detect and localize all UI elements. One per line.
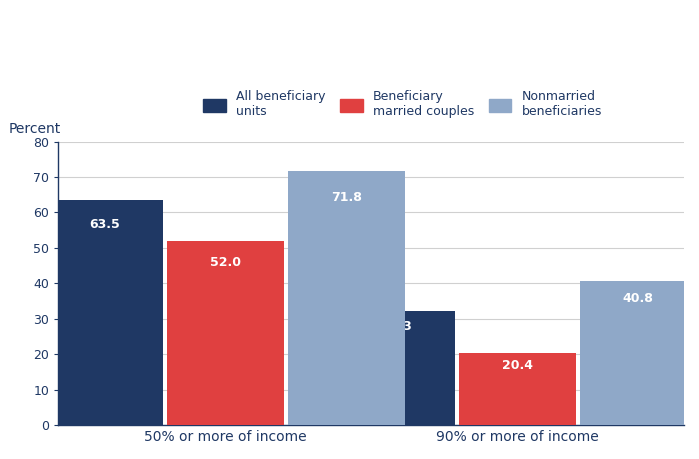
Text: 71.8: 71.8 xyxy=(331,191,361,204)
Bar xyxy=(338,311,454,425)
Bar xyxy=(46,200,163,425)
Text: 40.8: 40.8 xyxy=(623,292,654,305)
Bar xyxy=(459,353,575,425)
Text: 63.5: 63.5 xyxy=(89,218,120,231)
Legend: All beneficiary
units, Beneficiary
married couples, Nonmarried
beneficiaries: All beneficiary units, Beneficiary marri… xyxy=(198,85,607,123)
Bar xyxy=(167,241,284,425)
Bar xyxy=(288,171,405,425)
Text: 32.3: 32.3 xyxy=(381,320,412,333)
Text: Percent: Percent xyxy=(8,122,61,136)
Bar xyxy=(579,280,696,425)
Text: 52.0: 52.0 xyxy=(210,256,240,269)
Text: 20.4: 20.4 xyxy=(502,358,533,372)
